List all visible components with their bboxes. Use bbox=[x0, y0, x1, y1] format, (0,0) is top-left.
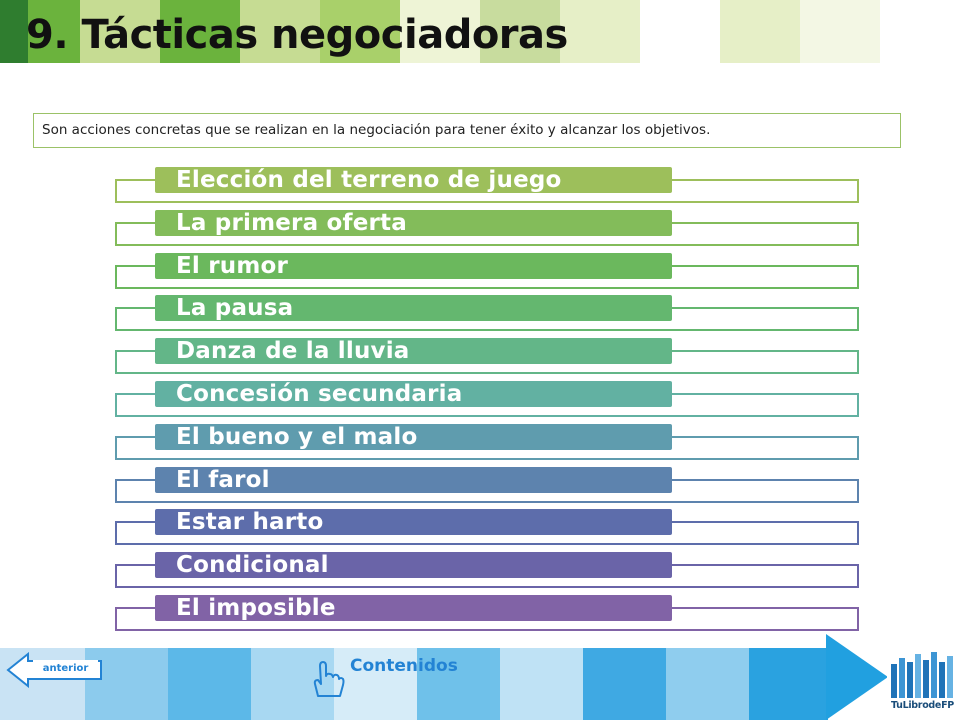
tactic-bar bbox=[155, 210, 672, 236]
tactic-bar bbox=[155, 295, 672, 321]
header-decor-block bbox=[320, 0, 400, 63]
header-band: 9. Tácticas negociadoras bbox=[0, 0, 960, 66]
tactic-item: Elección del terreno de juego bbox=[0, 167, 960, 203]
tactic-bar bbox=[155, 467, 672, 493]
tactic-label: La pausa bbox=[176, 295, 294, 321]
header-decor-block bbox=[720, 0, 800, 63]
pointing-hand-icon bbox=[313, 661, 345, 697]
tactic-bar bbox=[155, 595, 672, 621]
tactic-item: La pausa bbox=[0, 295, 960, 331]
tactic-bar bbox=[155, 253, 672, 279]
tactic-item: El imposible bbox=[0, 595, 960, 631]
footer-nav: anterior Contenidos TuLibrodeFP bbox=[0, 634, 960, 720]
contenidos-label: Contenidos bbox=[350, 656, 458, 676]
tactic-label: Estar harto bbox=[176, 509, 324, 535]
tactic-item: El farol bbox=[0, 467, 960, 503]
tactic-label: El farol bbox=[176, 467, 270, 493]
tactic-label: Condicional bbox=[176, 552, 329, 578]
tactic-bar bbox=[155, 552, 672, 578]
header-decor-block bbox=[400, 0, 480, 63]
tactic-item: El rumor bbox=[0, 253, 960, 289]
page-title: 9. Tácticas negociadoras bbox=[26, 12, 568, 58]
header-decor-block bbox=[800, 0, 880, 63]
footer-decor-block bbox=[500, 648, 583, 720]
footer-decor-block bbox=[749, 648, 828, 720]
tactic-item: El bueno y el malo bbox=[0, 424, 960, 460]
footer-decor-block bbox=[168, 648, 251, 720]
tactic-bar bbox=[155, 381, 672, 407]
header-decor-block bbox=[240, 0, 320, 63]
tactic-item: La primera oferta bbox=[0, 210, 960, 246]
tactic-bar bbox=[155, 509, 672, 535]
anterior-label: anterior bbox=[33, 660, 98, 678]
footer-arrow-head bbox=[826, 634, 888, 720]
tactic-item: Concesión secundaria bbox=[0, 381, 960, 417]
tactic-item: Danza de la lluvia bbox=[0, 338, 960, 374]
tactic-bar bbox=[155, 167, 672, 193]
books-logo-icon bbox=[887, 648, 960, 700]
tulibrodefp-logo: TuLibrodeFP bbox=[887, 646, 960, 720]
tactic-label: Elección del terreno de juego bbox=[176, 167, 562, 193]
tactic-item: Condicional bbox=[0, 552, 960, 588]
tactic-label: Danza de la lluvia bbox=[176, 338, 410, 364]
header-decor-block bbox=[80, 0, 160, 63]
header-decor-block bbox=[160, 0, 240, 63]
tactic-bar bbox=[155, 424, 672, 450]
tactic-label: El imposible bbox=[176, 595, 336, 621]
header-decor-block bbox=[560, 0, 640, 63]
header-decor-block bbox=[480, 0, 560, 63]
tactic-item: Estar harto bbox=[0, 509, 960, 545]
tactic-label: Concesión secundaria bbox=[176, 381, 463, 407]
logo-text: TuLibrodeFP bbox=[891, 700, 954, 711]
header-decor-block bbox=[0, 0, 28, 63]
footer-decor-block bbox=[334, 648, 417, 720]
tactic-label: El rumor bbox=[176, 253, 289, 279]
footer-decor-block bbox=[417, 648, 500, 720]
intro-box: Son acciones concretas que se realizan e… bbox=[33, 113, 901, 148]
tactic-label: El bueno y el malo bbox=[176, 424, 418, 450]
footer-decor-block bbox=[666, 648, 749, 720]
contenidos-button[interactable]: Contenidos bbox=[312, 652, 482, 697]
tactic-bar bbox=[155, 338, 672, 364]
anterior-button[interactable]: anterior bbox=[6, 652, 106, 688]
footer-decor-block bbox=[583, 648, 666, 720]
tactic-label: La primera oferta bbox=[176, 210, 407, 236]
